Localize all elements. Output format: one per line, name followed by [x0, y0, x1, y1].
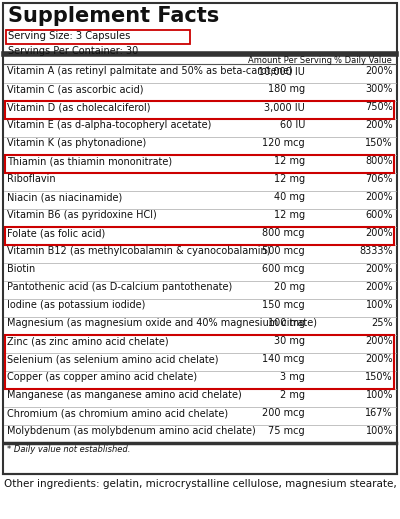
Text: Vitamin A (as retinyl palmitate and 50% as beta-carotene): Vitamin A (as retinyl palmitate and 50% … — [7, 66, 293, 76]
Text: Vitamin E (as d-alpha-tocopheryl acetate): Vitamin E (as d-alpha-tocopheryl acetate… — [7, 120, 211, 130]
Text: 40 mg: 40 mg — [274, 193, 305, 202]
Text: 8333%: 8333% — [359, 247, 393, 256]
Text: Zinc (as zinc amino acid chelate): Zinc (as zinc amino acid chelate) — [7, 336, 169, 347]
Text: 200%: 200% — [365, 282, 393, 293]
Text: Selenium (as selenium amino acid chelate): Selenium (as selenium amino acid chelate… — [7, 354, 218, 364]
Text: 300%: 300% — [366, 85, 393, 94]
Text: 180 mg: 180 mg — [268, 85, 305, 94]
Text: 750%: 750% — [365, 102, 393, 113]
Text: Niacin (as niacinamide): Niacin (as niacinamide) — [7, 193, 122, 202]
Text: 150%: 150% — [365, 139, 393, 148]
Text: 150 mcg: 150 mcg — [262, 301, 305, 310]
Text: 100%: 100% — [366, 301, 393, 310]
Text: Amount Per Serving: Amount Per Serving — [248, 56, 332, 65]
Bar — [5, 101, 394, 118]
Text: Thiamin (as thiamin mononitrate): Thiamin (as thiamin mononitrate) — [7, 157, 172, 167]
Text: 800%: 800% — [366, 157, 393, 167]
Text: 20 mg: 20 mg — [274, 282, 305, 293]
Text: Serving Size: 3 Capsules: Serving Size: 3 Capsules — [8, 31, 130, 41]
Text: 100%: 100% — [366, 390, 393, 401]
Text: % Daily Value: % Daily Value — [334, 56, 392, 65]
Text: Servings Per Container: 30: Servings Per Container: 30 — [8, 46, 138, 56]
Text: 150%: 150% — [365, 373, 393, 383]
Bar — [5, 335, 394, 389]
Text: Vitamin D (as cholecalciferol): Vitamin D (as cholecalciferol) — [7, 102, 150, 113]
Text: Chromium (as chromium amino acid chelate): Chromium (as chromium amino acid chelate… — [7, 408, 228, 418]
Text: 100 mg: 100 mg — [268, 319, 305, 329]
Text: 167%: 167% — [365, 408, 393, 418]
Text: 800 mcg: 800 mcg — [262, 228, 305, 239]
Text: Magnesium (as magnesium oxide and 40% magnesium citrate): Magnesium (as magnesium oxide and 40% ma… — [7, 319, 317, 329]
Text: Biotin: Biotin — [7, 265, 35, 275]
Text: Vitamin B12 (as methylcobalamin & cyanocobalamin): Vitamin B12 (as methylcobalamin & cyanoc… — [7, 247, 270, 256]
Text: 200%: 200% — [365, 193, 393, 202]
Bar — [5, 226, 394, 244]
Text: 2 mg: 2 mg — [280, 390, 305, 401]
Text: 12 mg: 12 mg — [274, 174, 305, 184]
Text: * Daily value not established.: * Daily value not established. — [7, 445, 130, 454]
Text: Copper (as copper amino acid chelate): Copper (as copper amino acid chelate) — [7, 373, 197, 383]
Text: 200%: 200% — [365, 66, 393, 76]
Text: 25%: 25% — [371, 319, 393, 329]
Text: 500 mcg: 500 mcg — [262, 247, 305, 256]
Text: 10,000 IU: 10,000 IU — [258, 66, 305, 76]
Text: 100%: 100% — [366, 427, 393, 436]
Text: 600 mcg: 600 mcg — [262, 265, 305, 275]
Text: Vitamin B6 (as pyridoxine HCl): Vitamin B6 (as pyridoxine HCl) — [7, 211, 157, 221]
Text: Other ingredients: gelatin, microcrystalline cellulose, magnesium stearate, sili: Other ingredients: gelatin, microcrystal… — [4, 479, 400, 489]
Text: 60 IU: 60 IU — [280, 120, 305, 130]
Text: 200%: 200% — [365, 265, 393, 275]
Text: 200%: 200% — [365, 354, 393, 364]
Text: 12 mg: 12 mg — [274, 157, 305, 167]
Text: Pantothenic acid (as D-calcium pantothenate): Pantothenic acid (as D-calcium pantothen… — [7, 282, 232, 293]
Text: 200%: 200% — [365, 336, 393, 347]
Text: Iodine (as potassium iodide): Iodine (as potassium iodide) — [7, 301, 145, 310]
Text: Folate (as folic acid): Folate (as folic acid) — [7, 228, 105, 239]
Text: 200 mcg: 200 mcg — [262, 408, 305, 418]
Text: 200%: 200% — [365, 228, 393, 239]
Text: Vitamin K (as phytonadione): Vitamin K (as phytonadione) — [7, 139, 146, 148]
Text: 12 mg: 12 mg — [274, 211, 305, 221]
Text: 600%: 600% — [366, 211, 393, 221]
Text: 200%: 200% — [365, 120, 393, 130]
Bar — [5, 155, 394, 172]
Text: 706%: 706% — [365, 174, 393, 184]
Text: Supplement Facts: Supplement Facts — [8, 6, 219, 26]
Text: 140 mcg: 140 mcg — [262, 354, 305, 364]
Text: Riboflavin: Riboflavin — [7, 174, 56, 184]
Text: 75 mcg: 75 mcg — [268, 427, 305, 436]
Text: 30 mg: 30 mg — [274, 336, 305, 347]
Text: Molybdenum (as molybdenum amino acid chelate): Molybdenum (as molybdenum amino acid che… — [7, 427, 256, 436]
Text: Vitamin C (as ascorbic acid): Vitamin C (as ascorbic acid) — [7, 85, 144, 94]
Text: Manganese (as manganese amino acid chelate): Manganese (as manganese amino acid chela… — [7, 390, 242, 401]
Text: 3,000 IU: 3,000 IU — [264, 102, 305, 113]
Text: 120 mcg: 120 mcg — [262, 139, 305, 148]
Bar — [6, 30, 190, 44]
Text: 3 mg: 3 mg — [280, 373, 305, 383]
